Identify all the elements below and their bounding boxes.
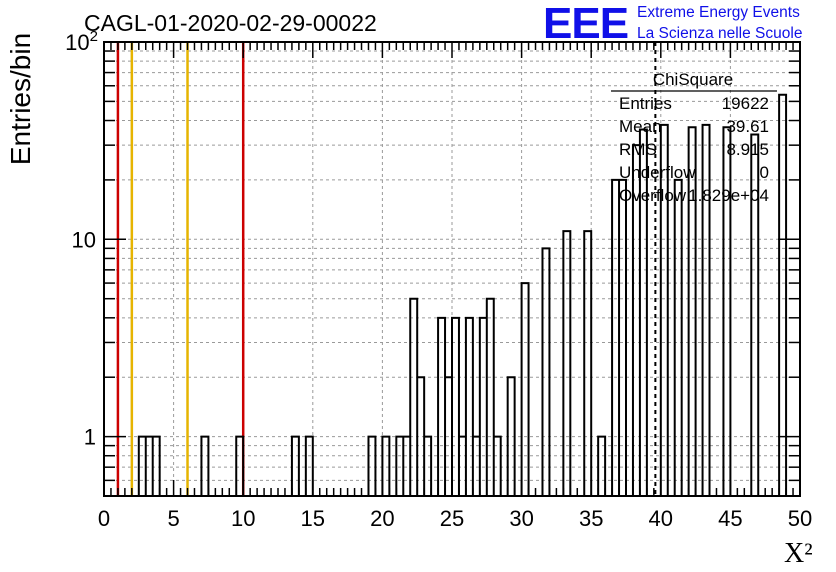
histogram-bin bbox=[584, 231, 591, 496]
stats-value: 39.61 bbox=[726, 117, 769, 136]
stats-label: Mean bbox=[619, 117, 662, 136]
stats-box: ChiSquare Entries 19622 Mean 39.61 RMS 8.915 U… bbox=[611, 70, 777, 205]
x-tick-label: 15 bbox=[301, 506, 325, 531]
axes: 0 5 10 15 20 25 30 35 40 45 50 1 10 102 bbox=[65, 28, 812, 531]
plot-title: CAGL-01-2020-02-29-00022 bbox=[84, 10, 377, 36]
histogram-bin bbox=[640, 130, 647, 496]
histogram-bin bbox=[410, 299, 417, 496]
histogram-bin bbox=[487, 299, 494, 496]
stats-value: 1.829e+04 bbox=[688, 186, 769, 205]
histogram-outline bbox=[137, 93, 788, 496]
x-tick-label: 10 bbox=[231, 506, 255, 531]
histogram-bin bbox=[452, 318, 459, 496]
x-tick-label: 20 bbox=[370, 506, 394, 531]
histogram-bin bbox=[522, 283, 529, 496]
stats-value: 0 bbox=[760, 163, 769, 182]
x-axis-label: X² bbox=[784, 538, 813, 569]
histogram-bin bbox=[723, 127, 730, 496]
x-tick-label: 40 bbox=[649, 506, 673, 531]
logo-line-1: Extreme Energy Events bbox=[637, 4, 800, 21]
histogram-bin bbox=[703, 125, 710, 496]
stats-label: RMS bbox=[619, 140, 657, 159]
histogram-bin bbox=[563, 231, 570, 496]
histogram-bin bbox=[612, 180, 619, 496]
stats-label: Underflow bbox=[619, 163, 696, 182]
histogram-bin bbox=[675, 180, 682, 496]
histogram-bin bbox=[619, 180, 626, 496]
reference-lines bbox=[116, 42, 245, 496]
x-tick-label: 45 bbox=[718, 506, 742, 531]
histogram-bin bbox=[542, 248, 549, 496]
histogram-bin bbox=[438, 318, 445, 496]
y-tick-label: 1 bbox=[84, 425, 96, 450]
stats-value: 19622 bbox=[722, 94, 769, 113]
stats-value: 8.915 bbox=[726, 140, 769, 159]
histogram-bin bbox=[689, 127, 696, 496]
x-tick-label: 50 bbox=[788, 506, 812, 531]
histogram-bin bbox=[466, 318, 473, 496]
histogram-bin bbox=[480, 318, 487, 496]
x-tick-label: 0 bbox=[98, 506, 110, 531]
x-tick-label: 30 bbox=[509, 506, 533, 531]
logo-line-2: La Scienza nelle Scuole bbox=[637, 25, 803, 42]
eee-logo: EEE bbox=[543, 0, 629, 48]
y-tick-label: 10 bbox=[72, 227, 96, 252]
y-tick-label: 102 bbox=[65, 28, 98, 55]
stats-label: Overflow bbox=[619, 186, 687, 205]
x-tick-label: 25 bbox=[440, 506, 464, 531]
histogram-bin bbox=[779, 95, 786, 496]
y-axis-label: Entries/bin bbox=[5, 33, 36, 165]
x-tick-label: 5 bbox=[167, 506, 179, 531]
x-tick-label: 35 bbox=[579, 506, 603, 531]
stats-label: Entries bbox=[619, 94, 672, 113]
stats-title: ChiSquare bbox=[653, 70, 733, 89]
